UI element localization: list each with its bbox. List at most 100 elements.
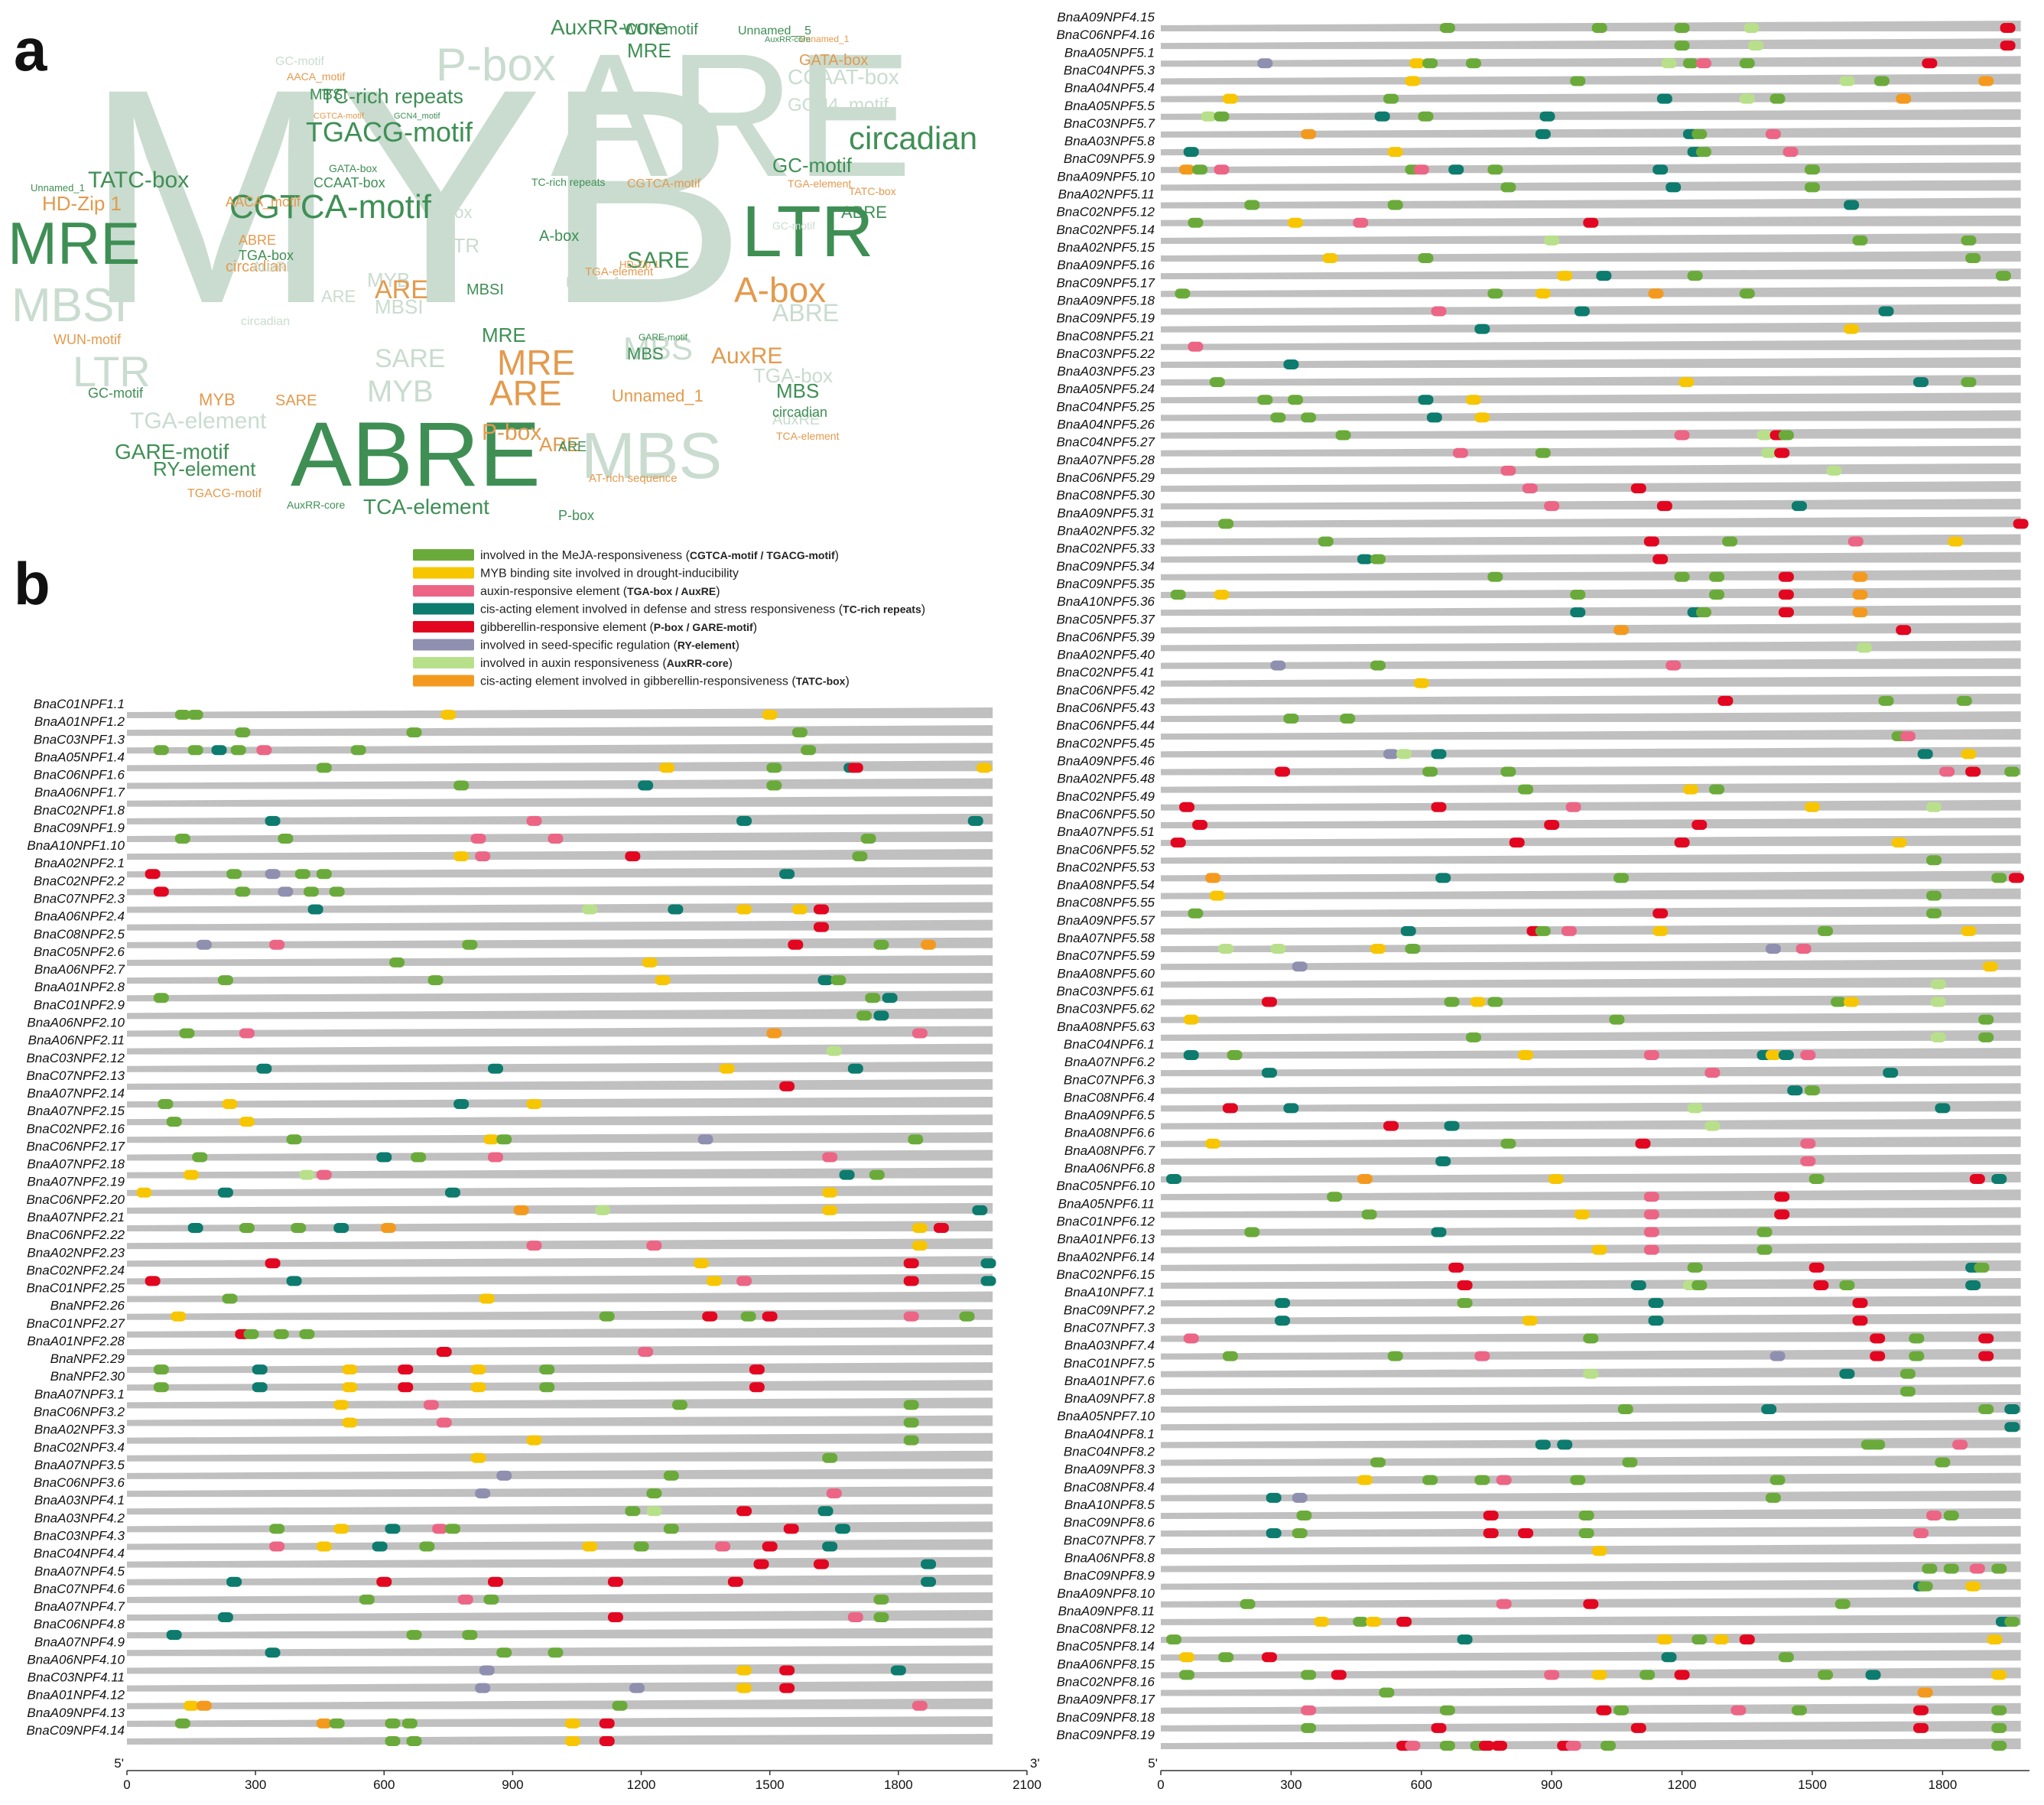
promoter-bar: [1161, 445, 2021, 457]
gene-label: BnaC06NPF4.8: [34, 1617, 125, 1631]
element-red: [1922, 58, 1938, 69]
element-pink: [826, 1488, 842, 1499]
element-green: [1791, 1705, 1807, 1716]
element-pink: [1522, 483, 1538, 494]
element-teal: [376, 1152, 392, 1163]
gene-row: BnaC09NPF5.35: [1056, 577, 2021, 600]
word-cloud-term: LTR: [742, 191, 873, 272]
x-tick-label: 1500: [756, 1777, 785, 1792]
element-green: [1214, 111, 1230, 122]
gene-row: BnaA07NPF5.28: [1057, 453, 2021, 476]
gene-row: BnaC08NPF8.4: [1064, 1480, 2021, 1503]
gene-row: BnaC04NPF5.25: [1056, 399, 2021, 423]
gene-label: BnaA08NPF5.54: [1057, 878, 1155, 893]
gene-label: BnaC03NPF2.12: [26, 1051, 125, 1065]
element-green: [286, 1134, 302, 1145]
element-purple: [265, 869, 281, 880]
gene-label: BnaC08NPF8.12: [1056, 1621, 1155, 1636]
element-teal: [1991, 1174, 2007, 1185]
element-purple: [475, 1683, 491, 1693]
promoter-bar: [127, 1132, 993, 1143]
gene-row: BnaA04NPF8.1: [1064, 1426, 2021, 1450]
promoter-bar: [1161, 1667, 2021, 1679]
element-green: [389, 957, 405, 968]
word-cloud-term: MBS: [627, 344, 664, 363]
element-red: [2000, 41, 2016, 51]
gene-label: BnaC07NPF6.3: [1064, 1072, 1155, 1087]
promoter-bar: [1161, 1101, 2021, 1112]
element-yellow: [1183, 1014, 1199, 1025]
gene-label: BnaC03NPF4.11: [28, 1670, 125, 1685]
element-yellow: [1413, 678, 1429, 688]
gene-label: BnaA01NPF2.8: [34, 980, 125, 994]
gene-label: BnaA06NPF1.7: [34, 785, 125, 800]
gene-label: BnaA08NPF6.7: [1064, 1143, 1155, 1158]
word-cloud-term: AACA_motif: [226, 194, 301, 210]
element-teal: [668, 904, 684, 915]
promoter-bar: [1161, 251, 2021, 262]
element-teal: [1965, 1280, 1981, 1290]
element-green: [1622, 1457, 1638, 1468]
element-yellow: [1474, 412, 1490, 423]
gene-label: BnaA10NPF8.5: [1064, 1498, 1155, 1512]
element-teal: [1570, 607, 1586, 618]
element-green: [1370, 660, 1386, 671]
word-cloud-term: circadian: [772, 405, 827, 420]
element-green: [462, 1630, 478, 1641]
element-green: [1818, 1670, 1834, 1680]
word-cloud-term: circadian: [241, 315, 290, 328]
element-pink: [646, 1241, 662, 1251]
element-pink: [1952, 1439, 1968, 1450]
element-orange: [1613, 625, 1630, 636]
element-pink: [1782, 147, 1799, 158]
element-green: [174, 833, 190, 844]
word-cloud-term: Unnamed_1: [799, 34, 850, 44]
element-pink: [1561, 925, 1577, 936]
gene-label: BnaC04NPF5.3: [1064, 63, 1155, 77]
element-orange: [316, 1718, 332, 1729]
element-green: [419, 1541, 435, 1552]
element-pink: [1544, 1670, 1560, 1680]
element-red: [1674, 1670, 1690, 1680]
gene-row: BnaA01NPF2.28: [27, 1334, 993, 1357]
element-yellow: [1965, 1581, 1981, 1592]
gene-label: BnaA08NPF5.60: [1057, 966, 1155, 981]
element-green: [1739, 288, 1755, 299]
element-red: [1483, 1510, 1499, 1520]
panel-label-a: a: [14, 16, 47, 83]
gene-label: BnaA09NPF5.16: [1057, 258, 1155, 272]
element-green: [1696, 147, 1711, 158]
element-yellow: [1652, 925, 1669, 936]
element-green: [401, 1718, 418, 1729]
element-teal: [1778, 1049, 1794, 1060]
gene-row: BnaA07NPF5.51: [1057, 824, 2021, 848]
word-cloud-term: WUN-motif: [54, 332, 122, 347]
gene-row: BnaC07NPF2.13: [26, 1068, 993, 1091]
gene-row: BnaA02NPF5.11: [1058, 187, 2021, 210]
element-green: [174, 1718, 190, 1729]
element-green: [612, 1700, 628, 1711]
element-teal: [779, 869, 795, 880]
element-teal: [817, 1506, 834, 1517]
gene-row: BnaA09NPF5.18: [1057, 293, 2021, 317]
gene-label: BnaA09NPF4.13: [27, 1706, 125, 1720]
gene-row: BnaC03NPF1.3: [34, 732, 993, 756]
gene-label: BnaA09NPF5.57: [1057, 913, 1155, 928]
word-cloud-term: SARE: [275, 392, 317, 409]
word-cloud-term: A-box: [734, 270, 826, 310]
element-pink: [1969, 1563, 1985, 1574]
element-yellow: [184, 1700, 200, 1711]
word-cloud-term: AuxRR-core: [287, 499, 345, 511]
element-teal: [1357, 554, 1373, 564]
promoter-bar: [1161, 126, 2021, 138]
promoter-bar: [1161, 923, 2021, 935]
gene-row: BnaC02NPF5.14: [1056, 223, 2021, 246]
element-green: [865, 993, 881, 1003]
gene-label: BnaC08NPF5.21: [1056, 329, 1155, 343]
element-red: [436, 1346, 452, 1357]
element-yellow: [1982, 961, 1998, 972]
element-pink: [256, 745, 272, 756]
gene-row: BnaC05NPF8.14: [1056, 1639, 2021, 1663]
element-yellow: [1209, 890, 1225, 901]
